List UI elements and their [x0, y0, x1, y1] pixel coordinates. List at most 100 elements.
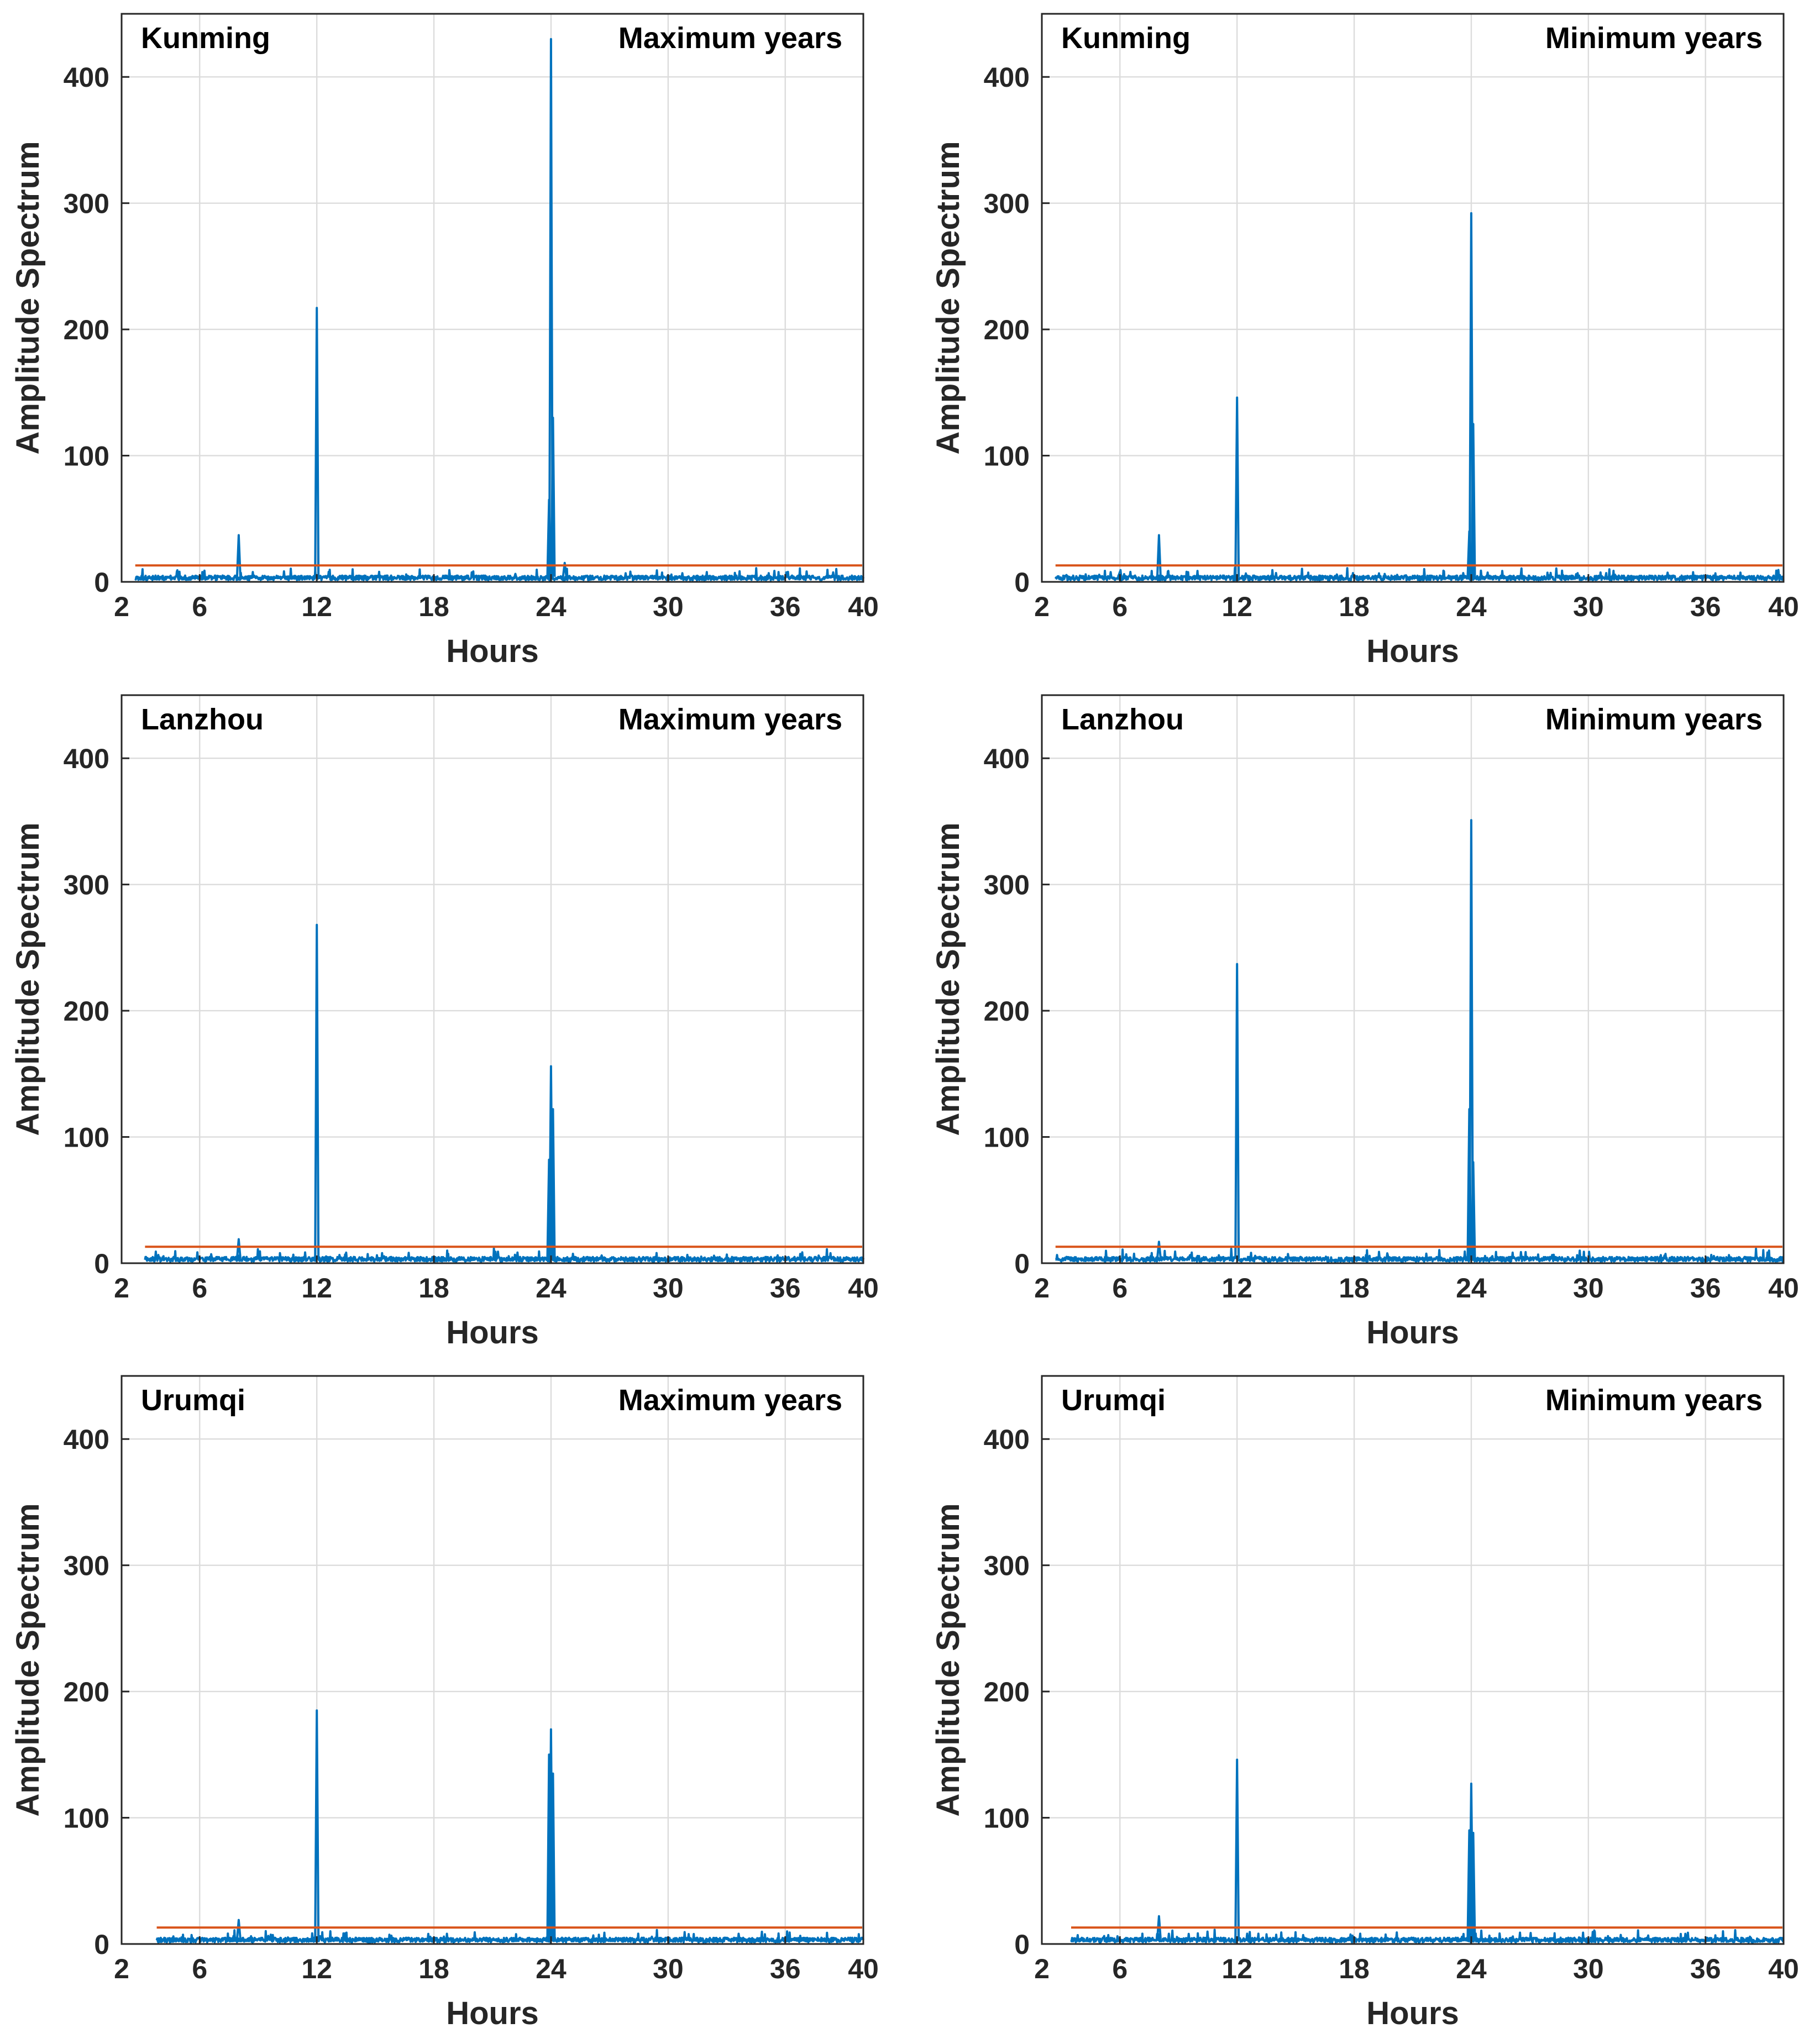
- x-tick-label: 18: [1339, 1953, 1370, 1984]
- y-tick-label: 200: [984, 996, 1030, 1027]
- x-tick-label: 36: [770, 1273, 801, 1304]
- y-tick-label: 100: [984, 441, 1030, 472]
- x-tick-label: 36: [1690, 1273, 1721, 1304]
- x-tick-label: 18: [418, 1273, 449, 1304]
- x-tick-label: 24: [536, 1273, 567, 1304]
- axes-box: [1041, 13, 1785, 583]
- plot-area: [1041, 694, 1785, 1264]
- y-tick-label: 0: [1014, 567, 1030, 598]
- spectrum-peak: [1156, 1241, 1162, 1259]
- x-tick-label: 2: [114, 591, 129, 622]
- y-tick-label: 400: [984, 743, 1030, 774]
- y-tick-label: 100: [64, 1803, 109, 1834]
- x-tick-label: 2: [114, 1953, 129, 1984]
- x-tick-label: 2: [1034, 591, 1050, 622]
- x-axis-label: Hours: [1366, 1315, 1459, 1351]
- station-name: Urumqi: [141, 1384, 245, 1417]
- x-tick-label: 12: [1221, 591, 1252, 622]
- x-tick-label: 12: [301, 591, 332, 622]
- y-tick-label: 300: [984, 188, 1030, 219]
- x-tick-label: 6: [192, 1273, 207, 1304]
- x-tick-label: 6: [192, 591, 207, 622]
- spectrum-peak: [550, 417, 556, 577]
- spectrum-peak: [1470, 1832, 1476, 1939]
- plot-area: [1041, 13, 1785, 583]
- x-tick-label: 12: [1221, 1953, 1252, 1984]
- y-tick-label: 100: [64, 441, 109, 472]
- y-tick-label: 100: [64, 1122, 109, 1153]
- axes-box: [1041, 694, 1785, 1264]
- y-tick-label: 400: [984, 1424, 1030, 1455]
- y-axis-label: Amplitude Spectrum: [930, 141, 966, 454]
- spectrum-peak: [548, 38, 554, 577]
- condition-label: Maximum years: [618, 1384, 842, 1417]
- x-tick-label: 6: [1112, 1953, 1128, 1984]
- x-tick-label: 40: [1768, 591, 1799, 622]
- x-tick-label: 24: [536, 591, 567, 622]
- y-tick-label: 0: [94, 1929, 109, 1960]
- x-tick-label: 6: [1112, 591, 1128, 622]
- x-tick-label: 12: [301, 1953, 332, 1984]
- spectrum-peak: [235, 534, 242, 577]
- y-tick-label: 200: [64, 996, 109, 1027]
- y-tick-label: 200: [64, 314, 109, 345]
- x-tick-label: 30: [1573, 1953, 1604, 1984]
- condition-label: Minimum years: [1545, 1384, 1763, 1417]
- condition-label: Maximum years: [618, 703, 842, 736]
- spectrum-peak: [1470, 1161, 1476, 1258]
- x-axis-label: Hours: [446, 1315, 539, 1351]
- x-tick-label: 12: [301, 1273, 332, 1304]
- spectrum-peak: [1234, 396, 1240, 577]
- x-tick-label: 6: [1112, 1273, 1128, 1304]
- x-tick-label: 40: [848, 1273, 879, 1304]
- x-tick-label: 18: [418, 591, 449, 622]
- y-tick-label: 0: [1014, 1248, 1030, 1279]
- spectrum-peak: [562, 561, 568, 577]
- y-tick-label: 400: [64, 1424, 109, 1455]
- spectrum-peak: [1234, 1758, 1240, 1939]
- spectrum-peak: [1468, 819, 1474, 1258]
- x-tick-label: 2: [1034, 1273, 1050, 1304]
- spectrum-noise-floor: [1055, 1247, 1785, 1263]
- x-tick-label: 6: [192, 1953, 207, 1984]
- y-tick-label: 0: [94, 1248, 109, 1279]
- axes-box: [120, 694, 864, 1264]
- station-name: Kunming: [1061, 22, 1191, 55]
- x-tick-label: 30: [653, 1953, 684, 1984]
- y-tick-label: 200: [984, 314, 1030, 345]
- condition-label: Minimum years: [1545, 22, 1763, 55]
- x-tick-label: 18: [418, 1953, 449, 1984]
- x-tick-label: 24: [536, 1953, 567, 1984]
- spectrum-peak: [1117, 570, 1123, 577]
- station-name: Kunming: [141, 22, 270, 55]
- y-tick-label: 200: [984, 1677, 1030, 1707]
- x-axis-label: Hours: [446, 633, 539, 669]
- axes-box: [120, 13, 864, 583]
- panel-urumqi-maximum: 2 6 12 18 24 30 36 400100200300400HoursAmplitud…: [10, 1375, 879, 2031]
- station-name: Lanzhou: [1061, 703, 1184, 736]
- spectrum-peak: [1470, 423, 1476, 577]
- spectrum-peak: [1156, 534, 1162, 577]
- y-tick-label: 300: [984, 1551, 1030, 1581]
- y-tick-label: 200: [64, 1677, 109, 1707]
- spectrum-peak: [1156, 1915, 1162, 1940]
- axes-box: [1041, 1375, 1785, 1945]
- spectrum-peak: [314, 1709, 320, 1939]
- y-tick-label: 0: [1014, 1929, 1030, 1960]
- x-tick-label: 36: [770, 591, 801, 622]
- condition-label: Maximum years: [618, 22, 842, 55]
- y-axis-label: Amplitude Spectrum: [10, 822, 46, 1136]
- y-axis-label: Amplitude Spectrum: [930, 1503, 966, 1816]
- y-tick-label: 0: [94, 567, 109, 598]
- y-tick-label: 400: [984, 62, 1030, 93]
- x-tick-label: 24: [1456, 1953, 1487, 1984]
- spectrum-noise-floor: [1070, 1929, 1785, 1943]
- y-axis-label: Amplitude Spectrum: [930, 822, 966, 1136]
- plot-area: [120, 1375, 864, 1945]
- x-tick-label: 40: [848, 591, 879, 622]
- spectrum-noise-floor: [1054, 566, 1785, 581]
- x-tick-label: 40: [848, 1953, 879, 1984]
- x-tick-label: 12: [1221, 1273, 1252, 1304]
- x-tick-label: 36: [1690, 1953, 1721, 1984]
